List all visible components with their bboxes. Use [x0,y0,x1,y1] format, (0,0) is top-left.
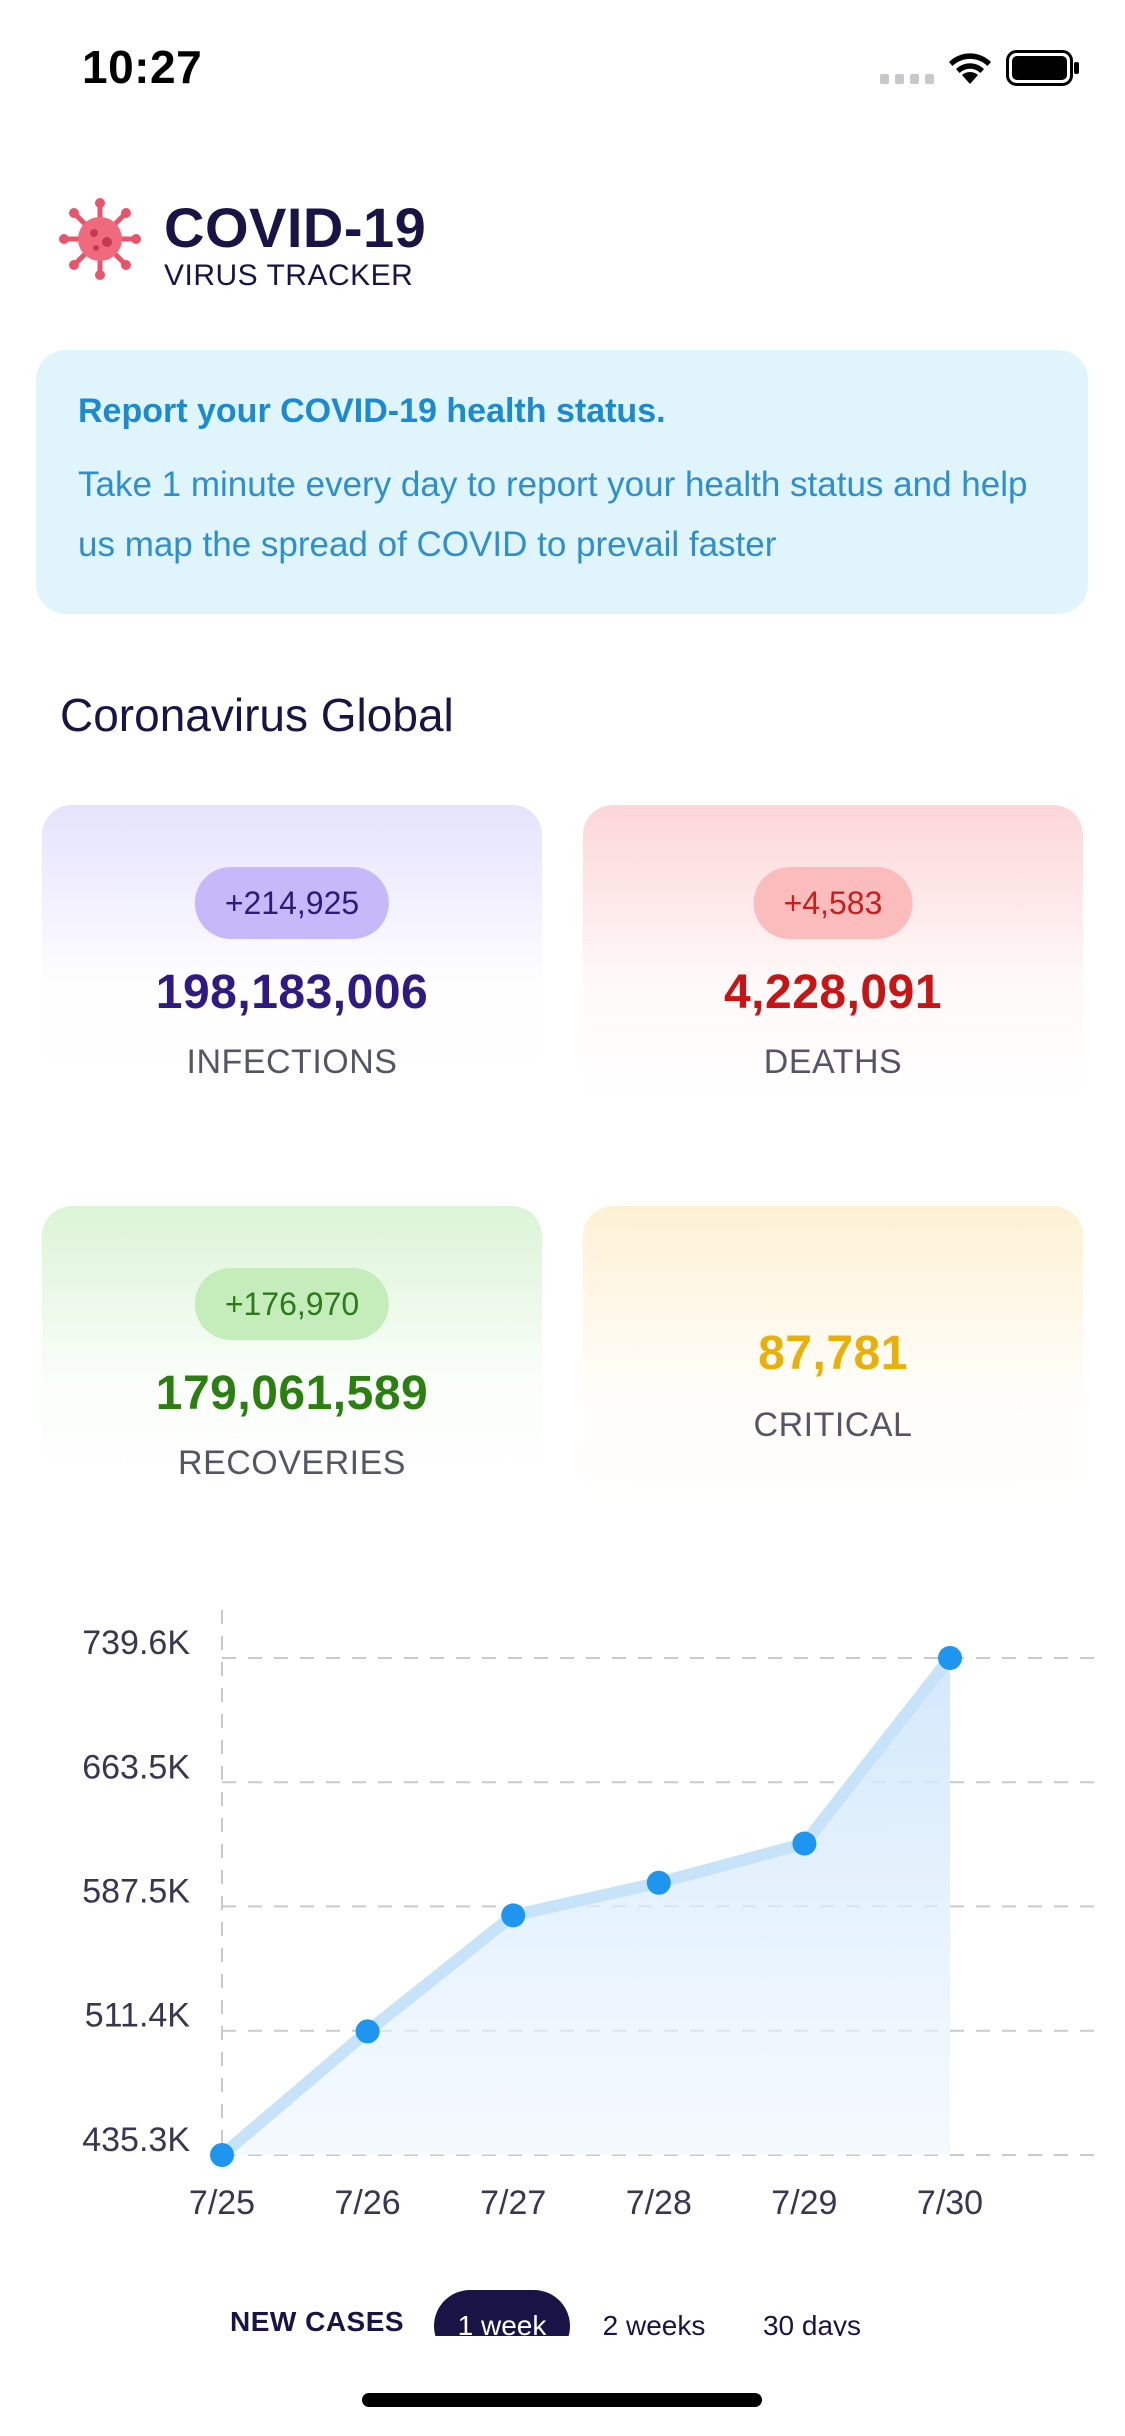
virus-logo-icon [59,198,141,280]
recoveries-card[interactable]: +176,970 179,061,589 RECOVERIES [42,1206,542,1506]
deaths-value: 4,228,091 [723,966,943,1019]
section-title: Coronavirus Global [60,689,454,741]
report-title: Report your COVID-19 health status. [78,392,666,430]
deaths-delta-badge: +4,583 [753,867,913,939]
chart-data-point [210,2143,234,2167]
range-1-week-button[interactable]: 1 week [434,2290,570,2336]
cellular-signal-icon [880,74,934,84]
chart-x-tick-label: 7/25 [189,2184,255,2222]
critical-label: CRITICAL [753,1406,913,1444]
infections-label: INFECTIONS [186,1043,398,1081]
chart-x-tick-label: 7/26 [335,2184,401,2222]
app-header: COVID-19 VIRUS TRACKER [58,195,758,295]
chart-x-tick-label: 7/27 [480,2184,546,2222]
wifi-icon [949,53,991,84]
chart-x-tick-label: 7/30 [917,2184,983,2222]
chart-y-tick-label: 587.5K [82,1872,190,1910]
chart-data-point [355,2019,380,2044]
chart-y-tick-label: 663.5K [82,1748,190,1786]
app-title: COVID-19 [164,196,427,259]
chart-x-tick-label: 7/29 [771,2184,837,2222]
recoveries-value: 179,061,589 [155,1367,429,1420]
report-health-status-banner[interactable]: Report your COVID-19 health status. Take… [36,350,1088,614]
infections-card[interactable]: +214,925 198,183,006 INFECTIONS [42,805,542,1105]
chart-data-point [646,1870,671,1895]
app-subtitle: VIRUS TRACKER [164,259,414,292]
home-indicator [362,2393,762,2407]
status-time: 10:27 [82,41,203,93]
chart-series-line [216,1652,956,2161]
critical-value: 87,781 [758,1327,908,1380]
chart-data-point [792,1831,817,1856]
recoveries-delta-badge: +176,970 [194,1268,390,1340]
new-cases-chart: 435.3K 511.4K 587.5K 663.5K 739.6K 7/25 7/26 7… [82,1610,1100,2222]
chart-data-point [501,1903,526,1928]
range-2-weeks-button[interactable]: 2 weeks [602,2310,706,2336]
status-bar: 10:27 [0,0,1125,132]
range-selector: NEW CASES 1 week 2 weeks 30 days [0,2290,1125,2336]
critical-card[interactable]: 87,781 CRITICAL [583,1206,1083,1506]
chart-x-tick-label: 7/28 [626,2184,692,2222]
chart-y-tick-label: 435.3K [82,2121,190,2159]
chart-y-tick-label: 739.6K [82,1624,190,1662]
chart-data-point [938,1646,962,1670]
new-cases-label: NEW CASES [230,2306,405,2336]
deaths-card[interactable]: +4,583 4,228,091 DEATHS [583,805,1083,1105]
chart-y-tick-label: 511.4K [85,1997,191,2035]
recoveries-label: RECOVERIES [178,1444,406,1482]
infections-value: 198,183,006 [155,966,429,1019]
chart-area-fill [222,1658,950,2155]
deaths-label: DEATHS [763,1043,903,1081]
report-body: Take 1 minute every day to report your h… [78,465,1028,564]
battery-icon [1006,50,1079,86]
infections-delta-badge: +214,925 [194,867,390,939]
range-30-days-button[interactable]: 30 days [762,2310,862,2336]
